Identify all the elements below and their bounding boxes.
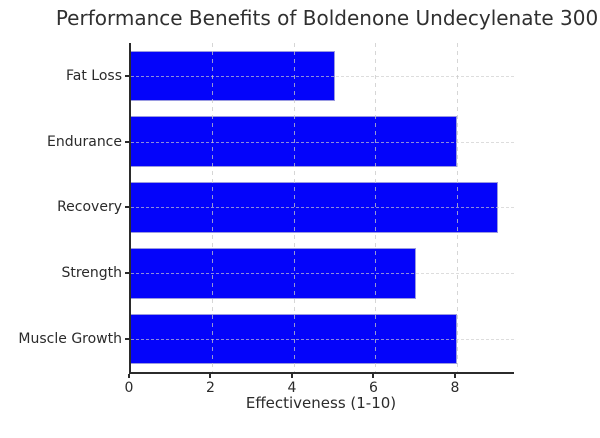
y-tick-label: Endurance (47, 133, 122, 150)
chart-title: Performance Benefits of Boldenone Undecy… (55, 6, 599, 30)
chart-row: Recovery (57, 175, 514, 241)
y-tick-mark (125, 272, 129, 275)
x-axis-label: Effectiveness (1-10) (245, 394, 397, 412)
horizontal-gridline (131, 75, 514, 77)
horizontal-gridline (131, 141, 514, 143)
x-tick-label: 6 (368, 380, 378, 396)
y-tick-mark (125, 338, 129, 341)
y-tick-mark (125, 206, 129, 209)
horizontal-gridline (131, 207, 514, 209)
chart-row: Fat Loss (66, 43, 514, 109)
x-tick-label: 0 (124, 380, 134, 396)
y-tick-mark (125, 140, 129, 143)
y-tick-label: Recovery (57, 199, 122, 216)
y-tick-label: Fat Loss (66, 67, 122, 84)
x-axis-ticks: 0 2 4 6 8 (125, 374, 512, 400)
x-tick-mark (290, 374, 293, 378)
horizontal-gridline (131, 339, 514, 341)
horizontal-gridline (131, 273, 514, 275)
x-tick-mark (209, 374, 212, 378)
x-tick-label: 8 (450, 380, 460, 396)
y-tick-label: Strength (61, 265, 122, 282)
x-tick-mark (128, 374, 130, 378)
x-tick-label: 2 (206, 380, 215, 396)
vertical-gridline (456, 43, 458, 372)
plot-area: Fat Loss Endurance Recovery Strength Muscle … (18, 43, 514, 374)
y-tick-label: Muscle Growth (18, 331, 122, 348)
x-tick-mark (453, 374, 456, 378)
vertical-gridline (293, 43, 295, 372)
x-tick-mark (372, 374, 375, 378)
vertical-gridline (212, 43, 214, 372)
x-tick-label: 4 (287, 380, 297, 396)
chart-row: Strength (61, 240, 514, 306)
vertical-gridline (375, 43, 377, 372)
y-tick-mark (125, 74, 129, 77)
